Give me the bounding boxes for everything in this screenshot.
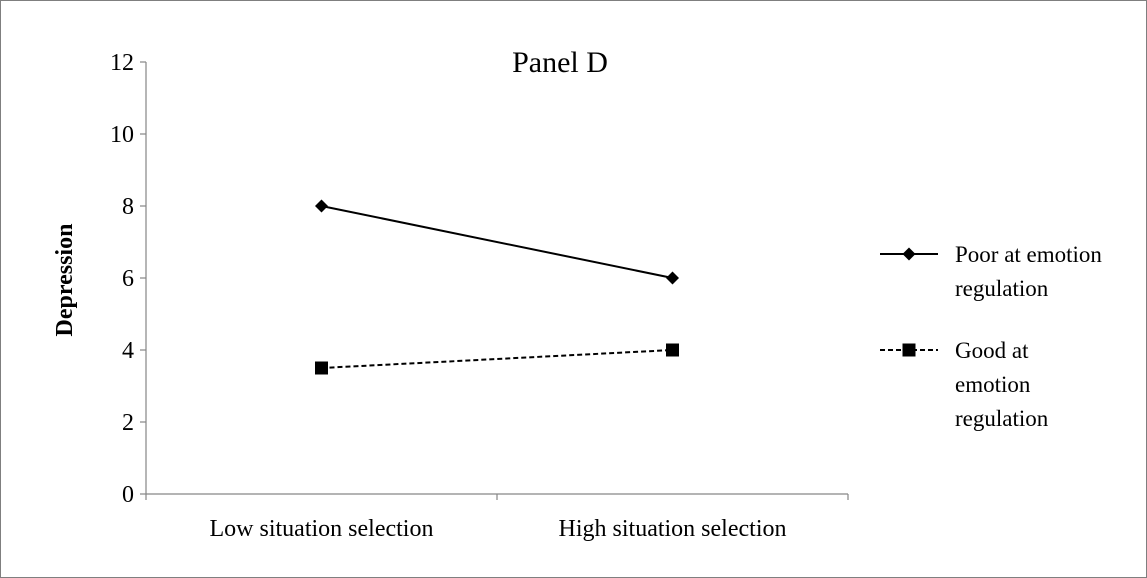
legend: Poor at emotion regulation Good at emotion r… <box>880 242 1102 431</box>
y-tick-label: 6 <box>122 266 134 292</box>
chart-title: Panel D <box>512 46 608 79</box>
legend-label: Good at <box>955 338 1029 363</box>
legend-label: regulation <box>955 406 1049 431</box>
y-tick-label: 2 <box>122 410 134 436</box>
data-point <box>666 343 679 357</box>
series-line <box>321 205 673 279</box>
series-layer <box>315 199 679 375</box>
data-point <box>315 199 328 213</box>
axes: 0 2 4 6 8 10 12 Low situation selection High sit… <box>110 50 849 542</box>
y-tick-label: 8 <box>122 194 134 220</box>
legend-label: regulation <box>955 276 1049 301</box>
legend-marker <box>902 247 916 261</box>
series-line <box>321 349 673 369</box>
y-tick-label: 10 <box>110 122 134 148</box>
legend-entry-2: Good at emotion regulation <box>880 338 1049 431</box>
x-tick-label: High situation selection <box>559 516 787 542</box>
y-tick-label: 0 <box>122 482 134 508</box>
legend-label: emotion <box>955 372 1031 397</box>
legend-entry-1: Poor at emotion regulation <box>880 242 1102 301</box>
y-tick-label: 12 <box>110 50 134 76</box>
y-axis-label: Depression <box>52 224 78 337</box>
series-1 <box>315 199 679 285</box>
x-tick-label: Low situation selection <box>210 516 434 542</box>
legend-marker <box>902 343 916 357</box>
y-tick-label: 4 <box>122 338 134 364</box>
legend-label: Poor at emotion <box>955 242 1102 267</box>
series-2 <box>315 343 679 375</box>
data-point <box>315 361 328 375</box>
data-point <box>666 271 679 285</box>
